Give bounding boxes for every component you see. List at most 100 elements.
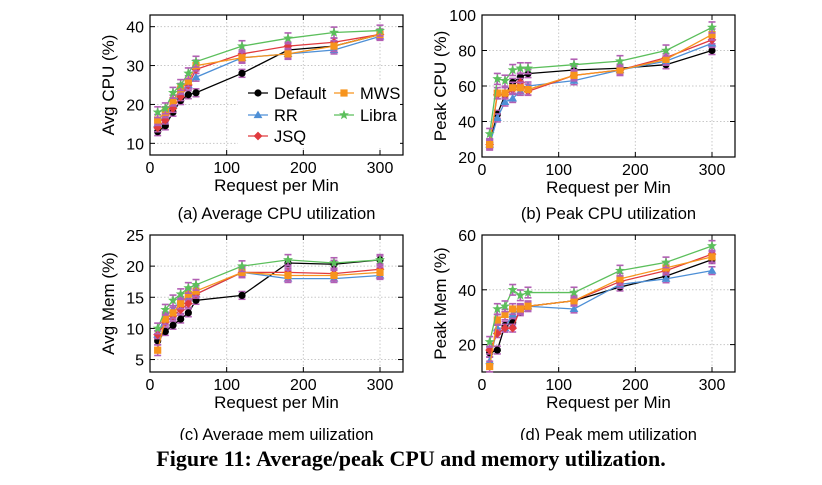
chart-panel-3: 5 10 15 20 25 0 100 200 300 Request per Min Avg Me… <box>99 228 404 440</box>
x-tick-label: 0 <box>478 162 487 179</box>
y-tick-label: 15 <box>126 290 144 307</box>
data-point-default <box>184 309 192 317</box>
data-point-libra <box>507 64 518 75</box>
panel-caption: (a) Average CPU utilization <box>178 205 376 223</box>
x-tick-label: 200 <box>290 160 317 177</box>
data-point-rr <box>492 113 502 122</box>
data-point-jsq <box>153 330 163 340</box>
data-point-libra <box>152 323 163 333</box>
data-point-libra <box>152 107 163 117</box>
x-tick-label: 300 <box>699 377 726 394</box>
data-point-rr <box>661 274 671 282</box>
chart-panel-4: 20 40 60 0 100 200 300 Request per Min Peak Mem … <box>431 228 736 440</box>
data-point-mws <box>570 71 578 79</box>
x-tick-label: 0 <box>478 377 487 394</box>
data-point-libra <box>237 40 247 51</box>
data-point-mws <box>493 89 501 97</box>
data-point-libra <box>500 301 510 311</box>
data-point-mws <box>486 140 494 149</box>
series-line-jsq <box>489 253 713 351</box>
data-point-mws <box>169 309 177 317</box>
data-point-libra <box>375 254 385 265</box>
x-axis-label: Request per Min <box>214 393 339 412</box>
legend-label-jsq: JSQ <box>274 128 306 146</box>
data-point-mws <box>493 316 501 324</box>
data-point-mws <box>516 84 524 92</box>
data-point-default <box>192 89 200 97</box>
data-point-default <box>161 327 169 336</box>
plot-area <box>149 14 404 156</box>
series-line-default <box>489 49 713 143</box>
y-tick-label: 10 <box>126 136 144 153</box>
y-axis-label: Avg Mem (%) <box>99 252 118 355</box>
data-point-libra <box>515 290 526 300</box>
series-line-jsq <box>157 33 381 129</box>
data-point-libra <box>515 63 526 73</box>
data-point-libra <box>168 295 178 305</box>
y-tick-label: 40 <box>126 20 144 37</box>
chart-panel-2: 20 40 60 80 100 0 100 200 300 Request per Min Peak… <box>431 8 736 223</box>
data-point-mws <box>509 305 517 313</box>
y-tick-label: 30 <box>126 59 144 76</box>
data-point-jsq <box>168 103 178 113</box>
data-point-libra <box>492 73 503 84</box>
data-point-rr <box>485 356 495 365</box>
data-point-mws <box>169 96 177 105</box>
data-point-libra <box>569 287 579 297</box>
plot-area <box>481 234 736 373</box>
plot-area <box>149 234 404 373</box>
x-tick-label: 100 <box>545 377 572 394</box>
y-tick-label: 100 <box>449 8 476 25</box>
data-point-mws <box>524 85 532 94</box>
data-point-libra <box>183 282 194 293</box>
legend-label-rr: RR <box>274 107 298 125</box>
x-axis-label: Request per Min <box>214 176 339 195</box>
chart-panel-1: 10 20 30 40 0 100 200 300 Request per Min Avg CPU… <box>99 14 404 223</box>
data-point-libra <box>707 240 717 251</box>
y-axis-label: Peak CPU (%) <box>431 31 450 142</box>
y-tick-label: 20 <box>126 259 144 276</box>
y-tick-label: 5 <box>135 353 144 370</box>
series-line-rr <box>157 35 381 125</box>
data-point-libra <box>523 287 533 297</box>
x-tick-label: 100 <box>213 377 240 394</box>
legend-label-mws: MWS <box>360 85 400 103</box>
y-tick-label: 20 <box>458 338 476 355</box>
data-point-jsq <box>283 41 293 51</box>
figure-caption: Figure 11: Average/peak CPU and memory u… <box>156 446 666 471</box>
data-point-mws <box>161 315 169 323</box>
y-tick-label: 20 <box>126 97 144 114</box>
series-line-jsq <box>157 268 381 335</box>
data-point-mws <box>486 362 494 371</box>
data-point-mws <box>184 290 192 298</box>
data-point-mws <box>330 271 338 280</box>
data-point-libra <box>707 22 717 32</box>
x-tick-label: 300 <box>367 377 394 394</box>
y-tick-label: 20 <box>458 150 476 167</box>
data-point-rr <box>707 266 717 274</box>
data-point-libra <box>191 56 201 66</box>
data-point-libra <box>191 279 201 290</box>
data-point-libra <box>160 304 171 314</box>
series-line-mws <box>489 256 713 367</box>
data-point-mws <box>509 84 517 92</box>
data-point-default <box>169 321 177 329</box>
data-point-mws <box>154 116 162 124</box>
data-point-libra <box>661 257 671 267</box>
series-line-mws <box>489 33 713 145</box>
y-tick-label: 10 <box>126 321 144 338</box>
x-tick-label: 0 <box>146 377 155 394</box>
data-point-mws <box>376 268 384 276</box>
x-tick-label: 0 <box>146 160 155 177</box>
data-point-mws <box>501 310 509 319</box>
data-point-libra <box>484 336 495 347</box>
data-point-mws <box>238 54 246 62</box>
data-point-libra <box>523 63 533 73</box>
legend-marker-rr <box>253 110 263 119</box>
x-tick-label: 100 <box>213 160 240 177</box>
y-tick-label: 40 <box>458 283 476 300</box>
legend-label-default: Default <box>274 85 327 103</box>
data-point-mws <box>177 299 185 308</box>
panel-caption: (d) Peak mem utilization <box>520 426 697 440</box>
